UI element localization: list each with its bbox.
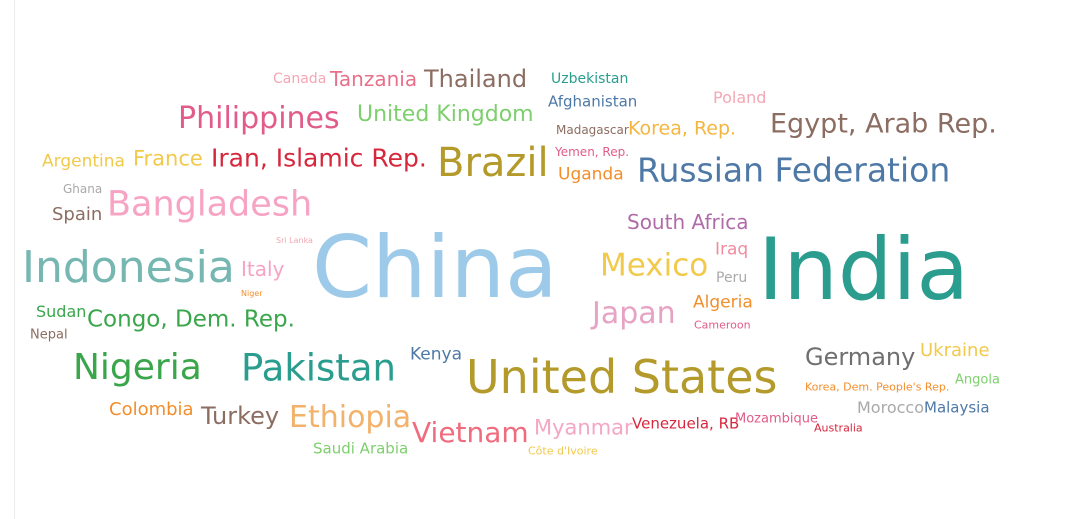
word-united-states: United States bbox=[466, 350, 778, 404]
left-divider bbox=[14, 0, 15, 519]
word-colombia: Colombia bbox=[109, 399, 194, 420]
word-uganda: Uganda bbox=[558, 164, 624, 185]
word-turkey: Turkey bbox=[201, 402, 280, 430]
word-egypt-arab-rep: Egypt, Arab Rep. bbox=[770, 108, 997, 140]
word-indonesia: Indonesia bbox=[22, 242, 235, 293]
word-russian-federation: Russian Federation bbox=[637, 150, 951, 190]
word-ethiopia: Ethiopia bbox=[289, 400, 412, 435]
word-iran-islamic-rep: Iran, Islamic Rep. bbox=[211, 143, 427, 173]
word-sudan: Sudan bbox=[36, 302, 87, 321]
word-iraq: Iraq bbox=[715, 239, 749, 260]
word-korea-rep: Korea, Rep. bbox=[628, 117, 737, 140]
word-mozambique: Mozambique bbox=[735, 411, 818, 427]
word-japan: Japan bbox=[592, 296, 676, 331]
word-uzbekistan: Uzbekistan bbox=[551, 71, 629, 87]
word-spain: Spain bbox=[52, 204, 103, 225]
word-ukraine: Ukraine bbox=[920, 340, 990, 361]
word-tanzania: Tanzania bbox=[330, 67, 418, 91]
word-australia: Australia bbox=[814, 421, 863, 435]
word-bangladesh: Bangladesh bbox=[107, 184, 313, 225]
word-korea-dem-people-s-rep: Korea, Dem. People's Rep. bbox=[805, 380, 950, 394]
word-saudi-arabia: Saudi Arabia bbox=[313, 439, 409, 458]
word-sri-lanka: Sri Lanka bbox=[276, 236, 313, 245]
word-india: India bbox=[758, 220, 970, 320]
word-congo-dem-rep: Congo, Dem. Rep. bbox=[87, 306, 295, 333]
word-vietnam: Vietnam bbox=[412, 416, 529, 449]
word-argentina: Argentina bbox=[42, 151, 125, 172]
word-malaysia: Malaysia bbox=[924, 398, 990, 417]
word-c-te-d-ivoire: Côte d'Ivoire bbox=[528, 444, 598, 458]
word-algeria: Algeria bbox=[693, 292, 753, 313]
word-germany: Germany bbox=[805, 343, 916, 371]
word-cameroon: Cameroon bbox=[694, 318, 751, 332]
word-china: China bbox=[312, 218, 558, 318]
word-united-kingdom: United Kingdom bbox=[357, 102, 534, 127]
word-myanmar: Myanmar bbox=[534, 415, 633, 440]
word-kenya: Kenya bbox=[410, 344, 463, 365]
word-ghana: Ghana bbox=[63, 182, 103, 196]
word-madagascar: Madagascar bbox=[556, 123, 629, 137]
word-niger: Niger bbox=[241, 289, 263, 298]
word-mexico: Mexico bbox=[600, 247, 709, 284]
word-france: France bbox=[133, 146, 203, 171]
word-afghanistan: Afghanistan bbox=[548, 92, 638, 111]
word-thailand: Thailand bbox=[424, 65, 528, 93]
word-philippines: Philippines bbox=[178, 101, 340, 136]
word-venezuela-rb: Venezuela, RB bbox=[632, 414, 740, 433]
word-pakistan: Pakistan bbox=[241, 346, 396, 390]
word-poland: Poland bbox=[713, 88, 767, 107]
word-nepal: Nepal bbox=[30, 327, 68, 343]
word-yemen-rep: Yemen, Rep. bbox=[555, 145, 630, 159]
word-canada: Canada bbox=[273, 71, 327, 87]
word-south-africa: South Africa bbox=[627, 210, 749, 234]
word-morocco: Morocco bbox=[857, 398, 924, 417]
word-angola: Angola bbox=[955, 372, 1000, 388]
word-brazil: Brazil bbox=[437, 140, 549, 186]
word-peru: Peru bbox=[716, 270, 748, 286]
word-italy: Italy bbox=[241, 257, 285, 281]
word-nigeria: Nigeria bbox=[73, 347, 202, 388]
